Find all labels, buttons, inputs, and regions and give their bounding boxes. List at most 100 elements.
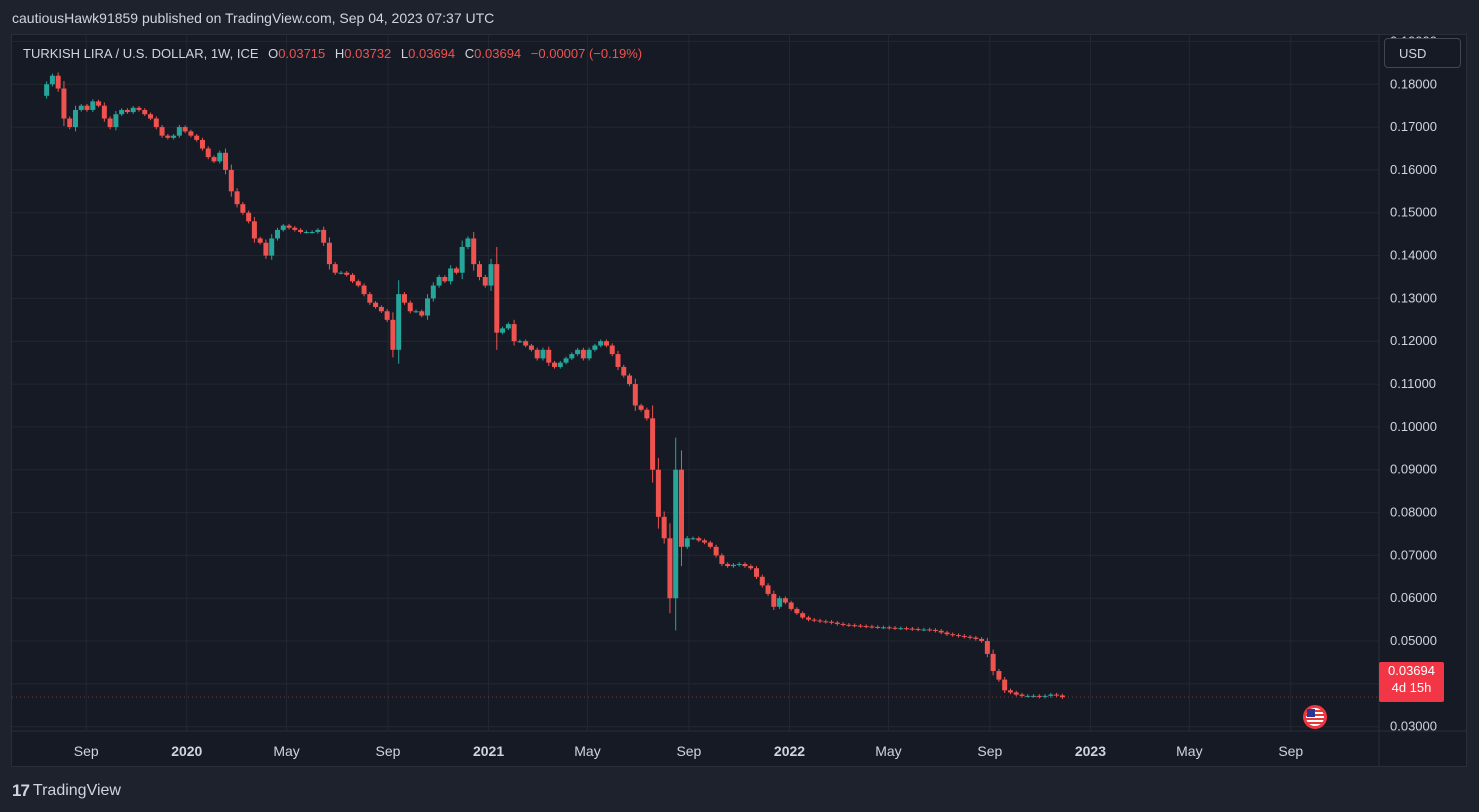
chart-pane[interactable]: 0.190000.180000.170000.160000.150000.140… bbox=[11, 34, 1467, 767]
candle-body bbox=[223, 152, 229, 170]
candle-body bbox=[1007, 690, 1013, 693]
candle-body bbox=[725, 563, 731, 567]
candle-body bbox=[228, 169, 234, 192]
candle-body bbox=[967, 636, 973, 638]
candle-body bbox=[557, 362, 563, 367]
candle-body bbox=[609, 345, 615, 355]
candle-body bbox=[979, 638, 985, 642]
candle-body bbox=[644, 409, 650, 419]
candle-body bbox=[534, 349, 540, 359]
candle-body bbox=[303, 232, 309, 234]
candle-body bbox=[367, 294, 373, 303]
legend-high-label: H bbox=[334, 46, 345, 61]
candle-body bbox=[921, 629, 927, 631]
candle-body bbox=[748, 566, 754, 569]
x-tick-label: Sep bbox=[977, 743, 1002, 759]
y-tick-label: 0.17000 bbox=[1390, 119, 1437, 134]
candle-body bbox=[546, 349, 552, 363]
candle-body bbox=[834, 622, 840, 624]
candle-body bbox=[361, 285, 367, 295]
candle-body bbox=[419, 311, 425, 316]
candle-body bbox=[113, 114, 119, 128]
legend-close-value: 0.03694 bbox=[474, 46, 522, 61]
candle-body bbox=[655, 469, 661, 517]
candle-body bbox=[142, 109, 148, 115]
candle-body bbox=[829, 621, 835, 623]
candle-body bbox=[72, 109, 78, 128]
candle-body bbox=[90, 101, 96, 110]
candle-body bbox=[298, 229, 304, 233]
candle-body bbox=[661, 516, 667, 539]
candle-body bbox=[280, 225, 286, 230]
candle-body bbox=[292, 227, 298, 230]
us-flag-icon[interactable] bbox=[1302, 704, 1328, 730]
y-tick-label: 0.11000 bbox=[1390, 376, 1436, 391]
candle-body bbox=[332, 264, 338, 273]
candle-body bbox=[67, 118, 73, 128]
candle-body bbox=[153, 118, 159, 128]
candle-body bbox=[511, 324, 517, 342]
candle-body bbox=[1042, 695, 1048, 697]
candle-body bbox=[996, 671, 1002, 680]
x-tick-label: 2021 bbox=[473, 743, 504, 759]
candle-body bbox=[805, 617, 811, 620]
candle-body bbox=[390, 319, 396, 350]
candle-body bbox=[707, 542, 713, 547]
currency-button[interactable]: USD bbox=[1384, 38, 1461, 68]
candle-body bbox=[240, 204, 246, 213]
legend-low-label: L bbox=[400, 46, 409, 61]
candle-body bbox=[61, 88, 67, 119]
candle-body bbox=[355, 281, 361, 286]
candle-body bbox=[863, 626, 869, 628]
brand-name: TradingView bbox=[32, 782, 121, 799]
candle-body bbox=[1036, 695, 1042, 697]
x-tick-label: May bbox=[875, 743, 901, 759]
candle-body bbox=[886, 627, 892, 629]
candle-body bbox=[344, 272, 350, 275]
x-tick-label: Sep bbox=[376, 743, 401, 759]
tradingview-logo[interactable]: 17 TradingView bbox=[12, 781, 121, 801]
x-tick-label: May bbox=[273, 743, 299, 759]
candle-body bbox=[188, 131, 194, 136]
candle-body bbox=[713, 546, 719, 556]
y-tick-label: 0.16000 bbox=[1390, 162, 1437, 177]
candle-body bbox=[678, 469, 684, 547]
publish-caption: cautiousHawk91859 published on TradingVi… bbox=[12, 10, 495, 26]
candle-body bbox=[759, 576, 765, 586]
candle-body bbox=[234, 191, 240, 205]
candle-body bbox=[817, 620, 823, 622]
candle-body bbox=[257, 238, 263, 243]
candle-body bbox=[119, 109, 125, 115]
candle-body bbox=[326, 242, 332, 265]
symbol-legend: TURKISH LIRA / U.S. DOLLAR, 1W, ICE O0.0… bbox=[23, 46, 642, 61]
candle-body bbox=[540, 349, 546, 359]
candle-body bbox=[136, 107, 142, 110]
candle-body bbox=[800, 613, 806, 618]
candle-body bbox=[898, 628, 904, 630]
candle-body bbox=[55, 75, 61, 89]
y-tick-label: 0.14000 bbox=[1390, 248, 1437, 263]
candle-body bbox=[384, 311, 390, 320]
candle-body bbox=[373, 302, 379, 307]
y-tick-label: 0.12000 bbox=[1390, 333, 1437, 348]
x-tick-label: May bbox=[574, 743, 600, 759]
candle-body bbox=[950, 634, 956, 636]
candle-body bbox=[598, 341, 604, 346]
candle-body bbox=[101, 105, 107, 119]
candle-body bbox=[246, 212, 252, 222]
candle-body bbox=[730, 564, 736, 567]
candle-body bbox=[263, 242, 269, 256]
candle-body bbox=[182, 127, 188, 132]
candle-body bbox=[742, 563, 748, 567]
candle-body bbox=[176, 127, 182, 136]
candle-body bbox=[575, 349, 581, 355]
candle-body bbox=[627, 375, 633, 385]
candle-body bbox=[528, 345, 534, 350]
candle-body bbox=[788, 602, 794, 609]
candle-body bbox=[517, 341, 523, 343]
candle-body bbox=[1059, 695, 1065, 698]
candle-body bbox=[956, 635, 962, 637]
candle-body bbox=[857, 625, 863, 627]
candle-body bbox=[915, 629, 921, 631]
price-chart[interactable]: 0.190000.180000.170000.160000.150000.140… bbox=[12, 35, 1466, 766]
